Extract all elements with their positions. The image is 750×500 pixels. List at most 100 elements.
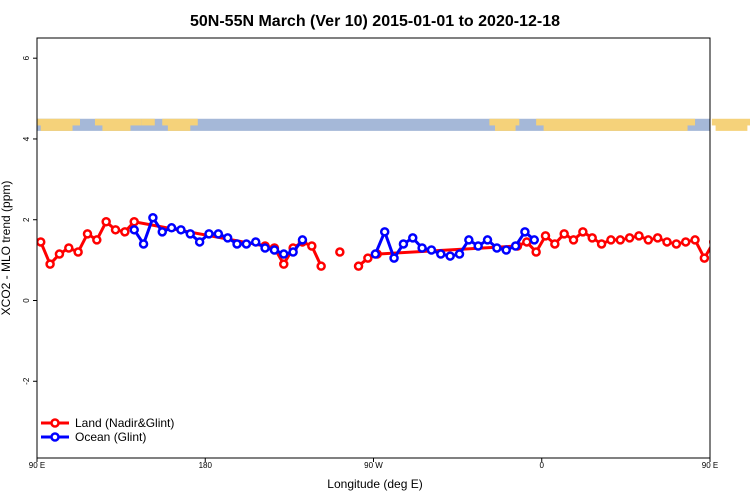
data-point (92, 235, 102, 245)
data-point (540, 231, 551, 241)
data-point (297, 235, 308, 245)
map-strip-land (162, 118, 198, 126)
data-point (624, 233, 635, 243)
data-point (288, 247, 298, 257)
map-strip-land (715, 124, 748, 131)
data-point (316, 261, 326, 271)
data-point (129, 225, 139, 235)
data-point (492, 243, 502, 253)
data-point (45, 259, 55, 269)
data-point (417, 243, 427, 253)
map-strip-land (536, 118, 696, 126)
map-strip-land (94, 118, 142, 126)
data-point (222, 233, 233, 243)
map-strip-land (495, 124, 516, 131)
data-point (680, 237, 691, 247)
data-point (482, 235, 493, 245)
data-point (213, 229, 224, 239)
data-point (643, 235, 654, 245)
data-point (138, 239, 149, 249)
data-point (363, 253, 373, 263)
map-strip-land (102, 124, 131, 131)
map-strip-land (40, 124, 73, 131)
data-point (379, 227, 390, 237)
data-point (690, 235, 700, 245)
data-point (510, 241, 521, 251)
data-point (279, 259, 289, 269)
y-tick-label: 4 (22, 136, 31, 141)
data-point (166, 223, 177, 233)
map-strip-land (543, 124, 688, 131)
data-point (120, 227, 130, 237)
data-point (568, 235, 579, 245)
data-point (73, 247, 83, 257)
data-point (634, 231, 644, 241)
x-tick-label: 90 E (702, 461, 718, 470)
data-point (662, 237, 672, 247)
data-point (464, 235, 474, 245)
data-point (279, 249, 289, 259)
data-point (64, 243, 74, 253)
x-tick-label: 0 (540, 461, 545, 470)
data-point (260, 243, 270, 253)
x-tick-label: 180 (199, 461, 213, 470)
x-axis-label: Longitude (deg E) (327, 477, 422, 491)
series-layer (37, 212, 745, 271)
data-point (720, 261, 727, 268)
data-point (389, 253, 399, 263)
data-point (426, 245, 437, 255)
data-point (445, 251, 455, 261)
data-point (729, 251, 736, 258)
data-point (250, 237, 261, 247)
data-point (129, 217, 139, 227)
map-strip-land (489, 118, 520, 126)
data-point (241, 239, 252, 249)
data-point (408, 233, 418, 243)
data-point (522, 237, 532, 247)
data-point (501, 245, 511, 255)
data-point (473, 241, 483, 251)
plot-frame (36, 37, 711, 459)
y-tick-label: 2 (22, 217, 31, 222)
y-axis-label: XCO2 - MLO trend (ppm) (0, 181, 13, 316)
data-point (587, 233, 597, 243)
y-axis: -2 0 2 4 6 (22, 55, 37, 385)
data-point (204, 229, 214, 239)
data-point (185, 229, 196, 239)
data-point (454, 249, 465, 259)
data-point (615, 235, 626, 245)
series-ocean (129, 212, 540, 263)
data-point (520, 227, 530, 237)
map-strip-land (141, 118, 155, 126)
y-tick-label: 6 (22, 55, 31, 60)
data-point (531, 247, 541, 257)
data-point (335, 247, 345, 257)
legend-marker (50, 418, 60, 428)
map-strip-land (711, 118, 750, 126)
legend: Land (Nadir&Glint)Ocean (Glint) (41, 416, 174, 444)
data-point (54, 249, 65, 259)
data-point (269, 245, 280, 255)
legend-marker (50, 432, 60, 442)
data-point (353, 261, 364, 271)
data-point (606, 235, 616, 245)
x-axis: 90 E 180 90 W 0 90 E (29, 458, 718, 470)
y-tick-label: 0 (22, 298, 31, 303)
map-strip-land (37, 118, 80, 126)
x-tick-label: 90 W (364, 461, 383, 470)
data-point (176, 225, 186, 235)
data-point (148, 212, 158, 223)
data-point (37, 237, 46, 247)
data-point (101, 217, 111, 227)
map-strip-land (167, 124, 191, 131)
data-point (529, 235, 540, 245)
data-point (232, 239, 242, 249)
legend-item: Land (Nadir&Glint) (41, 416, 174, 430)
data-point (708, 239, 710, 245)
data-point (699, 253, 710, 263)
data-point (596, 239, 607, 249)
data-point (738, 245, 745, 252)
data-point (398, 239, 409, 249)
chart-title: 50N-55N March (Ver 10) 2015-01-01 to 202… (190, 13, 560, 30)
